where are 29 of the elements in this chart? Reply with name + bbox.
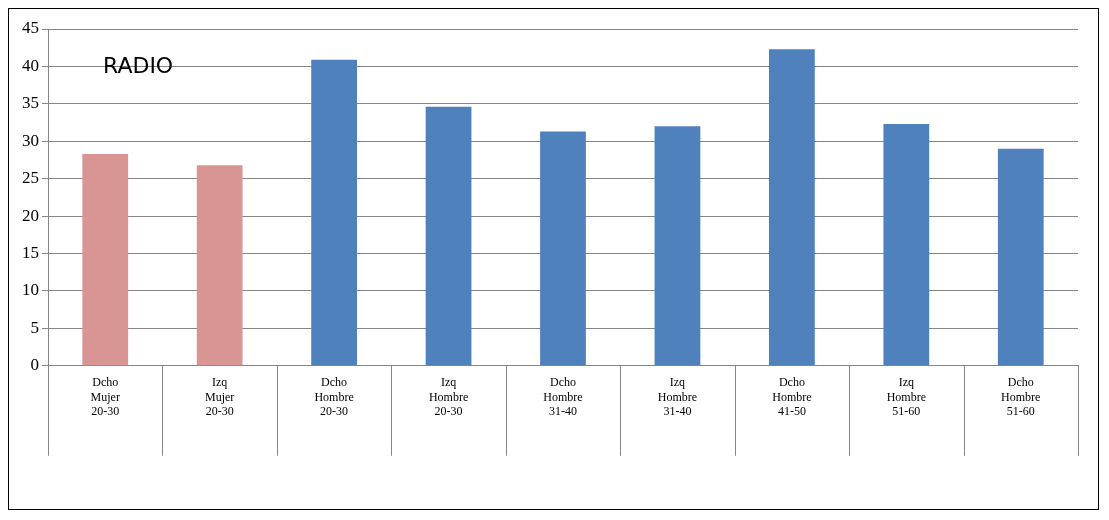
x-tick-label: Izq Mujer 20-30 [205,375,235,418]
bar [311,59,357,366]
bar [196,165,243,366]
x-tick-label: Dcho Hombre 20-30 [314,375,354,418]
y-tick-label: 25 [22,168,39,188]
y-tick-label: 15 [22,243,39,262]
bar [883,124,930,366]
bar [425,106,472,366]
bar [654,126,701,366]
bar [82,153,129,366]
y-tick-label: 10 [22,280,39,300]
bar [769,49,815,366]
x-tick-label: Dcho Hombre 41-50 [772,375,812,418]
y-tick-label: 20 [22,205,39,225]
x-tick-label: Izq Hombre 20-30 [428,375,469,418]
y-tick-label: 0 [30,355,39,375]
x-tick-label: Izq Hombre 31-40 [657,375,698,418]
bar [540,131,586,366]
y-tick-label: 30 [22,130,39,150]
x-tick-label: Dcho Hombre 51-60 [1001,375,1041,418]
y-tick-label: 35 [22,93,39,113]
bar [997,148,1044,366]
annotation: RADIO [103,52,174,78]
x-tick-label: Dcho Mujer 20-30 [90,375,120,418]
x-tick-label: Dcho Hombre 31-40 [543,375,583,418]
x-tick-label: Izq Hombre 51-60 [886,375,926,418]
y-tick-label: 45 [22,18,39,38]
y-tick-label: 5 [30,317,39,337]
y-tick-label: 40 [22,55,39,75]
